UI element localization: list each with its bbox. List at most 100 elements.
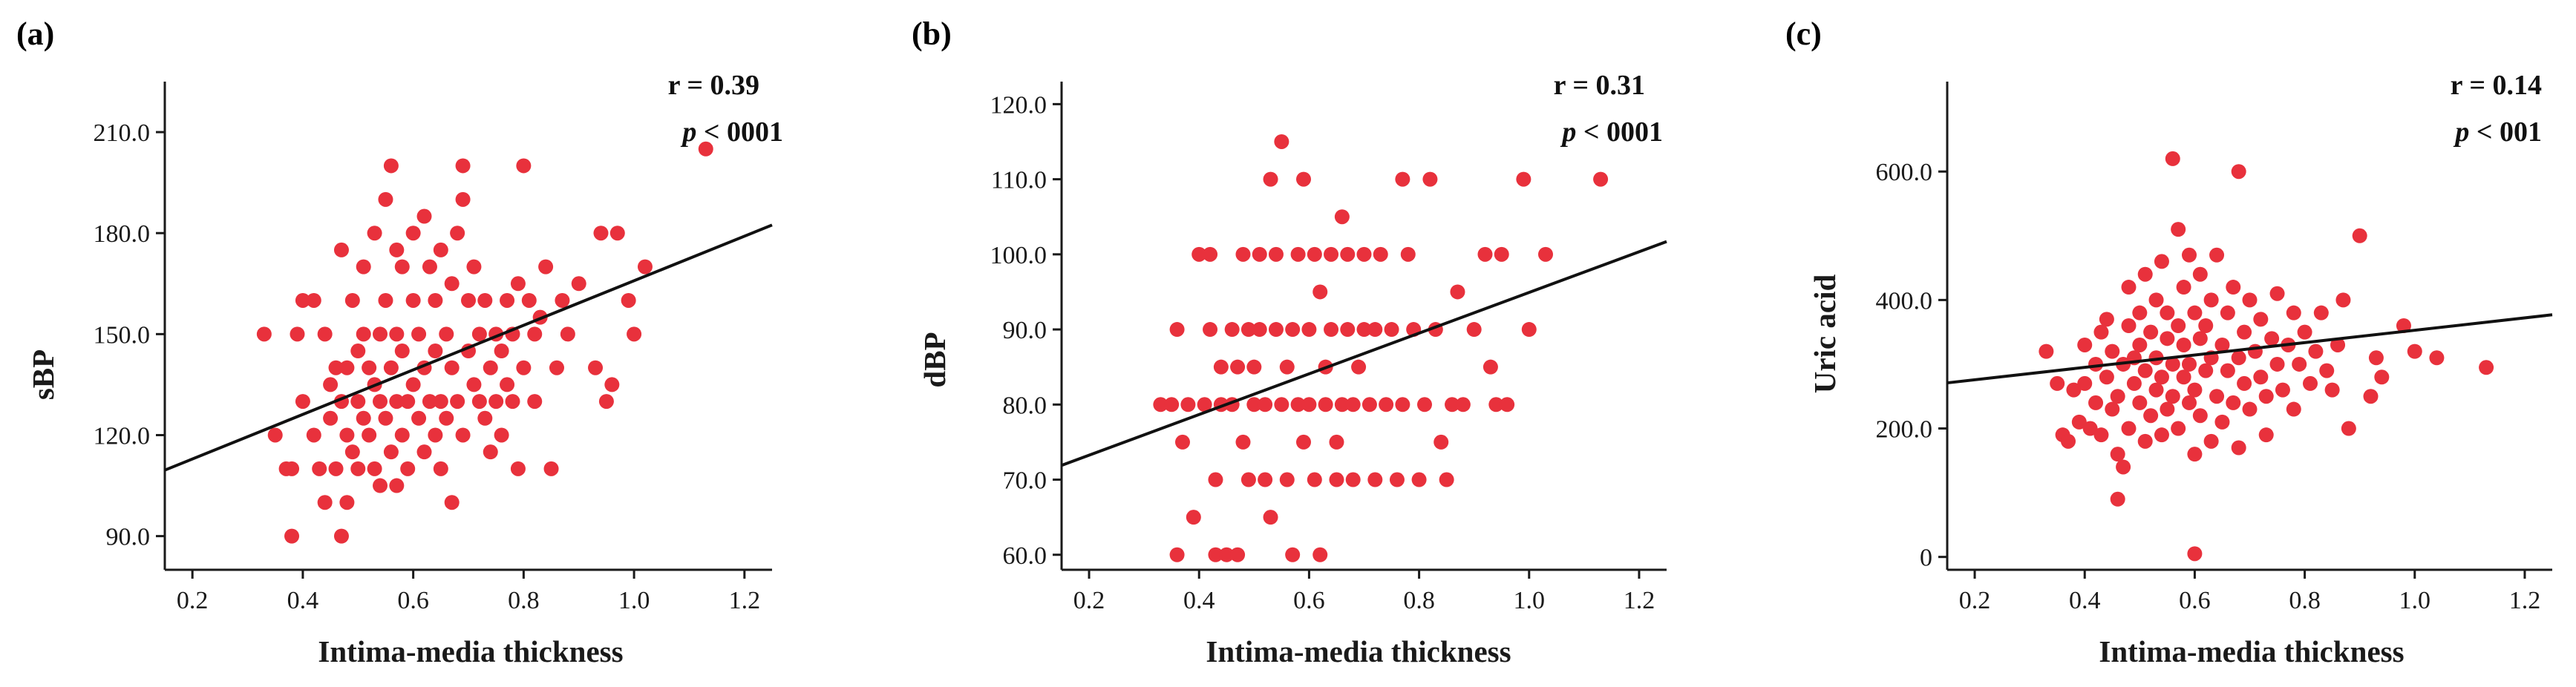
data-point bbox=[1208, 547, 1223, 562]
data-point bbox=[2121, 318, 2137, 333]
x-tick-label: 0.6 bbox=[1293, 587, 1325, 614]
data-point bbox=[284, 528, 300, 544]
data-point bbox=[2253, 312, 2269, 327]
data-point bbox=[2198, 318, 2214, 333]
data-point bbox=[411, 326, 427, 342]
x-tick-label: 0.8 bbox=[2289, 587, 2321, 614]
data-point bbox=[367, 461, 382, 476]
data-point bbox=[2116, 459, 2131, 475]
data-point bbox=[2396, 318, 2411, 333]
data-point bbox=[373, 394, 388, 410]
data-point bbox=[1340, 246, 1356, 262]
data-point bbox=[2082, 421, 2098, 436]
data-point bbox=[2242, 401, 2258, 417]
data-point bbox=[378, 191, 393, 207]
data-point bbox=[2258, 427, 2274, 443]
data-point bbox=[2132, 337, 2148, 352]
data-point bbox=[2226, 395, 2241, 410]
data-point bbox=[1169, 322, 1185, 338]
data-point bbox=[356, 326, 371, 342]
regression-line bbox=[1946, 313, 2553, 385]
plot-area: 0.2 0.4 0.6 0.8 1.0 1.2 90.0 120.0 150.0 180.0 210… bbox=[94, 82, 773, 614]
data-point bbox=[1379, 397, 1394, 412]
data-point bbox=[2187, 546, 2203, 562]
data-point bbox=[2160, 331, 2175, 346]
x-axis-title: Intima-media thickness bbox=[2099, 634, 2404, 668]
data-point bbox=[483, 360, 498, 375]
data-point bbox=[2187, 447, 2203, 462]
data-point bbox=[339, 427, 355, 443]
data-point bbox=[627, 326, 642, 342]
data-point bbox=[295, 394, 310, 410]
data-point bbox=[1274, 397, 1289, 412]
data-point bbox=[2231, 350, 2246, 366]
stat-r: r = 0.31 bbox=[1554, 70, 1645, 101]
data-point bbox=[350, 394, 366, 410]
data-point bbox=[1334, 209, 1350, 225]
x-axis-title: Intima-media thickness bbox=[318, 634, 623, 668]
data-point bbox=[1356, 322, 1372, 338]
data-point bbox=[455, 191, 471, 207]
stat-r: r = 0.39 bbox=[668, 70, 759, 101]
data-point bbox=[1235, 246, 1251, 262]
data-point bbox=[637, 259, 653, 275]
y-axis-title: Uric acid bbox=[1808, 275, 1842, 394]
data-point bbox=[477, 292, 493, 308]
data-point bbox=[1395, 397, 1410, 412]
panel-b: (b) dBP Intima-media thickness r = 0.31 … bbox=[912, 16, 1667, 668]
data-point bbox=[2143, 324, 2159, 340]
data-point bbox=[2160, 305, 2175, 321]
data-point bbox=[2148, 350, 2164, 366]
data-point bbox=[2203, 433, 2219, 449]
x-tick-label: 1.0 bbox=[1514, 587, 1546, 614]
data-point bbox=[350, 344, 366, 359]
data-point bbox=[2308, 344, 2324, 359]
data-point bbox=[2105, 344, 2120, 359]
data-point bbox=[290, 326, 305, 342]
data-point bbox=[1395, 171, 1410, 187]
y-tick-label: 90.0 bbox=[106, 524, 151, 551]
data-point bbox=[1356, 246, 1372, 262]
data-point bbox=[2237, 324, 2252, 340]
data-point bbox=[333, 242, 349, 257]
data-point bbox=[1164, 397, 1180, 412]
data-point bbox=[373, 478, 388, 493]
stat-p: p < 001 bbox=[2453, 116, 2542, 148]
data-point bbox=[1324, 246, 1339, 262]
data-point bbox=[383, 360, 399, 375]
data-point bbox=[2099, 312, 2114, 327]
data-point bbox=[2324, 382, 2340, 398]
data-point bbox=[2341, 421, 2356, 436]
y-tick-label: 180.0 bbox=[94, 220, 151, 248]
data-point bbox=[317, 495, 333, 510]
data-point bbox=[1230, 359, 1246, 375]
data-point bbox=[444, 276, 460, 292]
data-point bbox=[317, 326, 333, 342]
data-point bbox=[1191, 246, 1207, 262]
data-point bbox=[2110, 491, 2125, 507]
data-point bbox=[1296, 171, 1311, 187]
data-point bbox=[1324, 322, 1339, 338]
data-point bbox=[1224, 322, 1240, 338]
data-point bbox=[2330, 337, 2346, 352]
data-point bbox=[433, 461, 448, 476]
data-point bbox=[362, 360, 377, 375]
x-tick-label: 0.4 bbox=[2069, 587, 2101, 614]
data-point bbox=[1186, 510, 1201, 525]
data-point bbox=[1285, 322, 1301, 338]
y-axis-title: dBP bbox=[918, 332, 952, 387]
y-tick-label: 70.0 bbox=[1003, 467, 1047, 495]
data-point bbox=[1434, 434, 1449, 450]
data-point bbox=[1219, 547, 1235, 562]
data-point bbox=[328, 360, 344, 375]
data-point bbox=[1521, 322, 1537, 338]
y-tick-label: 210.0 bbox=[94, 119, 151, 147]
x-tick-label: 0.8 bbox=[1403, 587, 1435, 614]
data-point bbox=[323, 410, 339, 426]
stat-p: p < 0001 bbox=[1560, 116, 1663, 148]
data-point bbox=[1417, 397, 1432, 412]
data-point bbox=[2429, 350, 2445, 366]
data-point bbox=[1318, 397, 1333, 412]
data-point bbox=[609, 226, 625, 241]
data-point bbox=[2176, 337, 2191, 352]
